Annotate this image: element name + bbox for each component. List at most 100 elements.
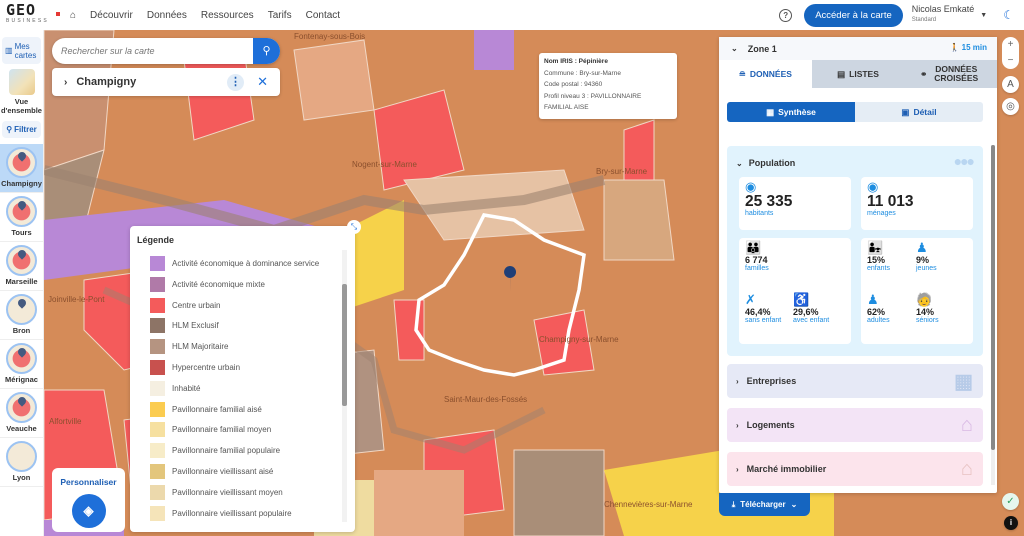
- nav-tarifs[interactable]: Tarifs: [267, 9, 292, 21]
- legend-swatch: [150, 380, 165, 396]
- search-input[interactable]: [52, 38, 242, 64]
- section-marche-immobilier[interactable]: › Marché immobilier ⌂: [727, 452, 983, 486]
- map-lyon[interactable]: Lyon: [0, 438, 43, 487]
- tab-donnees-croisees[interactable]: ⚭ DONNÉES CROISÉES: [904, 60, 997, 88]
- zone-title: Zone 1: [747, 43, 777, 54]
- tooltip-line: Commune : Bry-sur-Marne: [544, 69, 621, 77]
- synthese-button[interactable]: ▦ Synthèse: [727, 102, 855, 122]
- stroller-icon: ♿: [793, 292, 810, 307]
- map-merignac[interactable]: Mérignac: [0, 340, 43, 389]
- walk-time[interactable]: 🚶 15 min: [949, 43, 987, 52]
- legend-item: HLM Majoritaire: [150, 339, 228, 355]
- nav-contact[interactable]: Contact: [305, 9, 341, 21]
- legend-label: Pavillonnaire familial populaire: [172, 446, 281, 456]
- location-pin-icon: [504, 266, 517, 292]
- access-map-button[interactable]: Accéder à la carte: [804, 3, 903, 27]
- legend-scrollbar[interactable]: [342, 250, 347, 522]
- legend-item: Activité économique à dominance service: [150, 256, 319, 271]
- user-menu[interactable]: Nicolas Emkaté Standard: [912, 4, 975, 26]
- tab-listes[interactable]: ▤ LISTES: [812, 60, 905, 88]
- close-icon[interactable]: ✕: [257, 74, 268, 89]
- legend-swatch: [150, 422, 165, 438]
- legend-swatch: [150, 276, 165, 292]
- legend-title: Légende: [137, 235, 175, 245]
- pin-icon: [16, 150, 28, 162]
- moon-icon[interactable]: ☾: [1003, 8, 1014, 22]
- legend-item: Centre urbain: [150, 297, 220, 313]
- map-thumbnail: [6, 343, 37, 374]
- map-marseille[interactable]: Marseille: [0, 242, 43, 291]
- filter-button[interactable]: ⚲ Filtrer: [2, 121, 41, 138]
- legend-label: Pavillonnaire vieillissant populaire: [172, 508, 292, 518]
- search-button[interactable]: ⚲: [253, 38, 280, 64]
- map-search: ⚲: [52, 38, 280, 64]
- locate-button[interactable]: ◎: [1002, 98, 1019, 115]
- legend-swatch: [150, 297, 165, 313]
- enfants-label: enfants: [867, 265, 890, 272]
- map-label: Champigny-sur-Marne: [539, 335, 619, 344]
- tooltip-line: Profil niveau 3 : PAVILLONNAIRE: [544, 92, 642, 100]
- chevron-right-icon: ›: [736, 464, 739, 474]
- walk-time-label: 15 min: [961, 43, 987, 52]
- home-icon[interactable]: ⌂: [70, 9, 77, 21]
- map-thumbnail: [6, 196, 37, 227]
- my-maps-label: Mes cartes: [14, 41, 37, 60]
- pin-icon: [16, 395, 28, 407]
- collapse-icon[interactable]: ⤡: [347, 220, 361, 234]
- city-label: Tours: [11, 228, 32, 237]
- familles-card: 👪 6 774 familles ✗ 46,4% sans enfant ♿ 29,6% a…: [739, 238, 851, 344]
- senior-icon: 🧓: [916, 292, 933, 307]
- map-thumbnail: [6, 392, 37, 423]
- caret-down-icon[interactable]: ▼: [980, 11, 988, 19]
- tooltip-line: Code postal : 94360: [544, 81, 603, 88]
- zoom-in-button[interactable]: +: [1007, 39, 1014, 50]
- zone-header[interactable]: ⌄ Zone 1 🚶 15 min: [719, 37, 997, 60]
- map-label: Bry-sur-Marne: [596, 167, 648, 176]
- legend-item: Pavillonnaire familial moyen: [150, 422, 271, 438]
- nav-donnees[interactable]: Données: [146, 9, 187, 21]
- nav-ressources[interactable]: Ressources: [200, 9, 254, 21]
- seniors-value: 14%: [916, 307, 935, 317]
- adult-icon: ♟: [867, 292, 879, 307]
- compass-button[interactable]: A: [1002, 76, 1019, 93]
- city-label: Veauche: [6, 424, 37, 433]
- map-tours[interactable]: Tours: [0, 193, 43, 242]
- map-veauche[interactable]: Veauche: [0, 389, 43, 438]
- zoom-out-button[interactable]: −: [1007, 55, 1014, 66]
- validate-button[interactable]: ✓: [1002, 493, 1019, 510]
- personalize-button[interactable]: ◈: [71, 494, 106, 528]
- overview-button[interactable]: Vue d'ensemble: [0, 69, 43, 115]
- tab-donnees[interactable]: ≘ DONNÉES: [719, 60, 812, 88]
- personalize-panel: Personnaliser ◈: [52, 468, 125, 532]
- population-section: ⌄ Population ●●● ◉ 25 335 habitants ◉ 11 …: [727, 146, 983, 356]
- legend-swatch: [150, 360, 165, 375]
- map-champigny[interactable]: Champigny: [0, 144, 43, 193]
- help-icon[interactable]: ?: [779, 8, 793, 22]
- my-maps-button[interactable]: ▥ Mes cartes: [2, 37, 41, 64]
- section-entreprises[interactable]: › Entreprises ▦: [727, 364, 983, 398]
- map-label: Alfortville: [49, 417, 82, 426]
- pin-icon: [16, 346, 28, 358]
- nav-decouvrir[interactable]: Découvrir: [90, 9, 133, 21]
- detail-button[interactable]: ▣ Détail: [855, 102, 983, 122]
- habitants-label: habitants: [745, 210, 774, 217]
- search-icon: ⚲: [262, 45, 271, 57]
- overview-label: Vue d'ensemble: [1, 97, 42, 115]
- legend-swatch: [150, 484, 165, 500]
- check-icon: ✓: [1006, 496, 1015, 507]
- download-button[interactable]: ⤓ Télécharger ⌄: [719, 493, 810, 516]
- section-label: Entreprises: [746, 376, 797, 386]
- legend-item: Pavillonnaire vieillissant moyen: [150, 484, 283, 500]
- map-bron[interactable]: Bron: [0, 291, 43, 340]
- section-logements[interactable]: › Logements ⌂: [727, 408, 983, 442]
- selected-place: › Champigny ⋮ ✕: [52, 68, 280, 96]
- population-header[interactable]: ⌄ Population: [736, 158, 983, 168]
- legend-item: HLM Exclusif: [150, 318, 219, 334]
- map-label: Saint-Maur-des-Fossés: [444, 395, 528, 404]
- info-button[interactable]: i: [1004, 516, 1018, 530]
- chevron-right-icon[interactable]: ›: [64, 76, 68, 88]
- geo-business-logo[interactable]: GEO BUSINESS: [6, 3, 60, 27]
- panel-scrollbar[interactable]: [991, 145, 995, 485]
- more-options-icon[interactable]: ⋮: [227, 73, 244, 91]
- section-label: Marché immobilier: [746, 464, 827, 474]
